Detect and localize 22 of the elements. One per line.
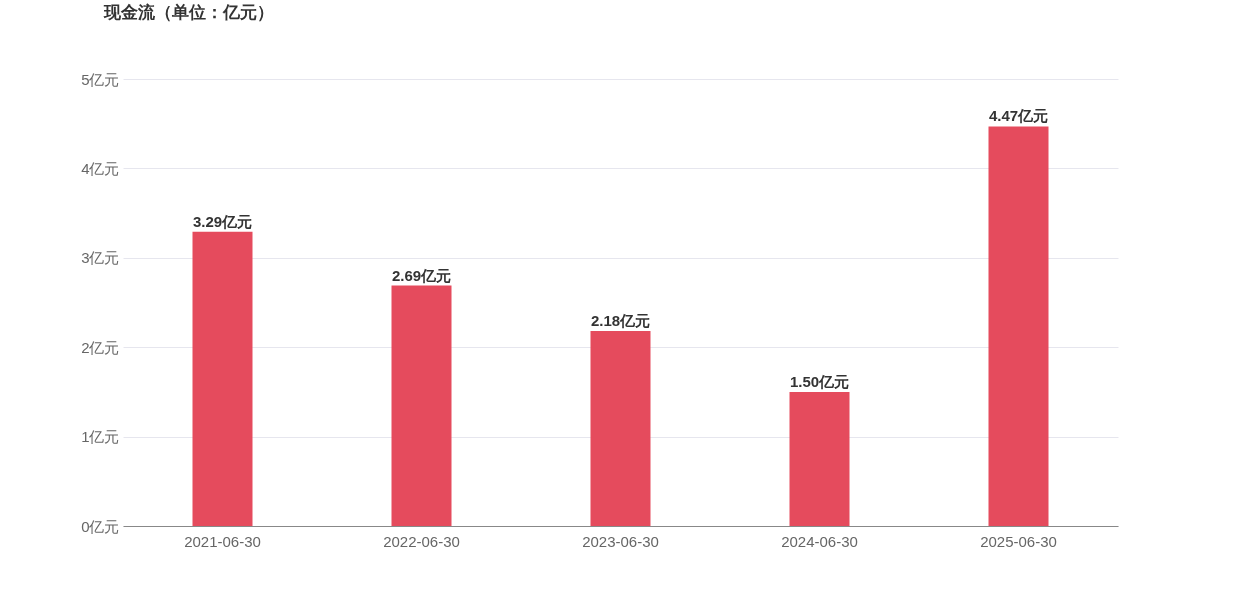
x-tick-label: 2023-06-30 [582,532,659,550]
x-tick-label: 2022-06-30 [383,532,460,550]
bar [988,126,1049,526]
bar [590,331,651,526]
data-label: 2.69亿元 [391,266,452,284]
x-tick-label: 2024-06-30 [781,532,858,550]
data-label: 4.47亿元 [988,107,1049,125]
y-tick-label: 1亿元 [81,428,120,446]
data-label: 1.50亿元 [789,372,850,390]
y-tick-label: 2亿元 [81,338,120,356]
bar [192,231,253,526]
bar [391,285,452,526]
y-tick-label: 3亿元 [81,249,120,267]
y-tick-label: 5亿元 [81,70,120,88]
y-tick-label: 0亿元 [81,517,120,535]
chart-title: 现金流（单位：亿元） [103,3,274,22]
x-tick-label: 2025-06-30 [980,532,1057,550]
bar [789,391,850,526]
y-tick-label: 4亿元 [81,159,120,177]
data-label: 2.18亿元 [590,312,651,330]
x-tick-label: 2021-06-30 [184,532,261,550]
data-label: 3.29亿元 [192,212,253,230]
